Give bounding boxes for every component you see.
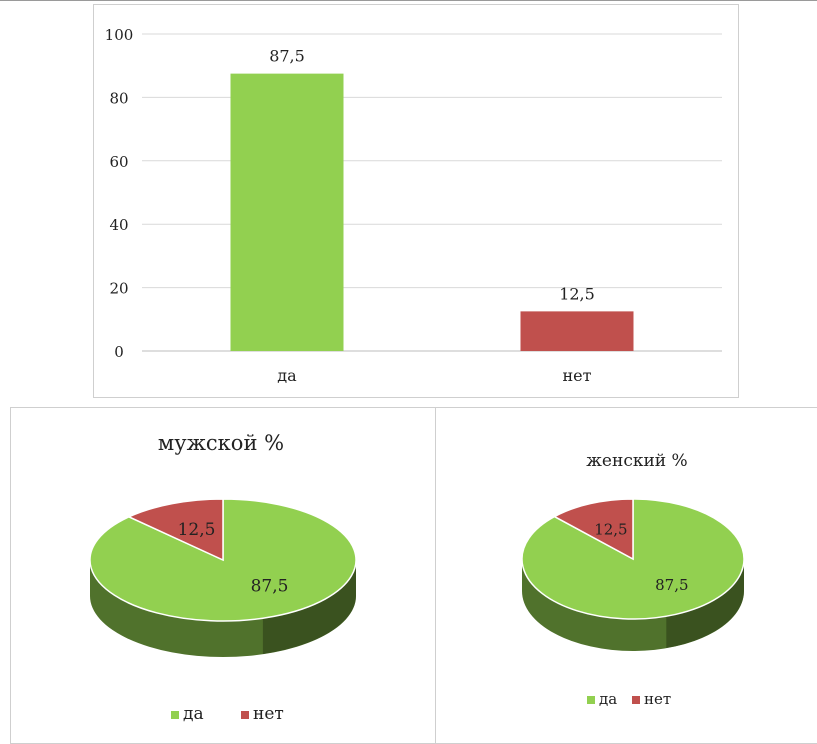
legend-label: нет bbox=[644, 690, 671, 708]
y-tick-label: 80 bbox=[109, 89, 128, 107]
pie-chart-male: 12,5 87,5 мужской % да нет bbox=[10, 407, 436, 744]
bar-data-label: 87,5 bbox=[269, 47, 305, 66]
pie-data-label: 87,5 bbox=[655, 576, 688, 594]
legend-label: да bbox=[183, 704, 204, 724]
pie-title: женский % bbox=[586, 451, 687, 471]
pie-title: мужской % bbox=[158, 431, 284, 455]
legend-swatch-2 bbox=[632, 696, 640, 704]
y-tick-label: 0 bbox=[114, 343, 124, 361]
bar-1 bbox=[230, 73, 344, 351]
y-tick-label: 100 bbox=[105, 26, 134, 44]
pie-chart-male-svg: 12,5 87,5 мужской % да нет bbox=[89, 431, 357, 724]
legend-swatch-1 bbox=[587, 696, 595, 704]
y-tick-label: 40 bbox=[109, 216, 128, 234]
bar-chart-svg: 0 20 40 60 80 100 87,5 да 12,5 нет bbox=[105, 26, 722, 385]
pie-slice-net bbox=[552, 498, 634, 561]
y-tick-label: 20 bbox=[109, 280, 128, 298]
pie-slice-net bbox=[127, 498, 224, 562]
y-tick-label: 60 bbox=[109, 153, 128, 171]
pie-data-label: 12,5 bbox=[178, 520, 216, 540]
x-tick-label: да bbox=[277, 366, 297, 385]
legend-label: нет bbox=[253, 704, 284, 724]
bar-2 bbox=[520, 311, 634, 351]
pie-chart-female: 12,5 87,5 женский % да нет bbox=[435, 407, 817, 744]
bar-data-label: 12,5 bbox=[559, 284, 595, 303]
pie-chart-female-svg: 12,5 87,5 женский % да нет bbox=[521, 451, 745, 708]
legend-label: да bbox=[599, 690, 617, 708]
top-border-line bbox=[0, 0, 817, 1]
legend-swatch-2 bbox=[241, 711, 249, 719]
x-tick-label: нет bbox=[563, 366, 592, 385]
legend-swatch-1 bbox=[171, 711, 179, 719]
pie-data-label: 87,5 bbox=[251, 577, 289, 597]
pie-side-shadow bbox=[666, 559, 744, 648]
pie-data-label: 12,5 bbox=[594, 521, 627, 539]
bar-chart: 0 20 40 60 80 100 87,5 да 12,5 нет bbox=[93, 4, 739, 398]
